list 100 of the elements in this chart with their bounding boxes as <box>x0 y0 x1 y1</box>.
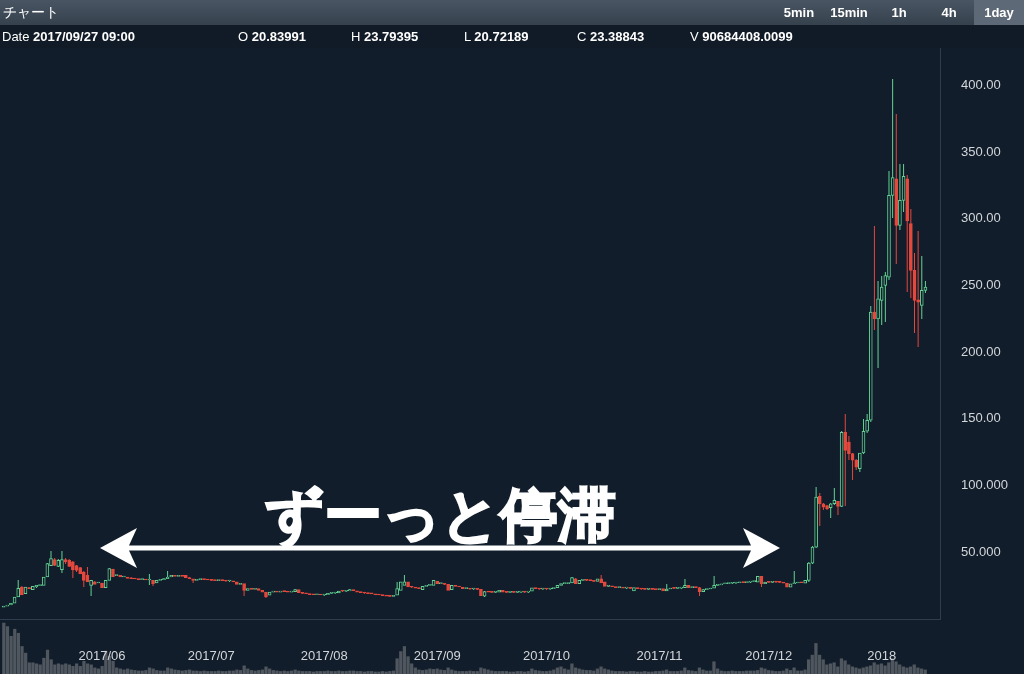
bar <box>613 671 618 674</box>
candlestick <box>544 587 549 590</box>
bar <box>690 670 694 674</box>
candlestick <box>847 435 851 461</box>
bar <box>468 670 472 674</box>
bar <box>806 659 811 674</box>
candlestick <box>858 452 862 473</box>
bar <box>304 671 308 674</box>
y-tick-label: 300.00 <box>961 210 1001 226</box>
y-tick-label: 400.00 <box>961 76 1001 92</box>
y-tick-label: 150.00 <box>961 410 1001 426</box>
bar <box>238 670 242 674</box>
bar <box>318 671 323 674</box>
candlestick <box>519 590 523 593</box>
bar <box>657 671 661 674</box>
bar <box>526 671 530 674</box>
bar <box>220 671 224 674</box>
bar <box>475 671 479 674</box>
bar <box>344 671 348 674</box>
candlestick <box>774 580 778 583</box>
bar <box>85 663 90 674</box>
bar <box>726 671 730 674</box>
bar <box>723 671 727 674</box>
candlestick <box>887 170 891 281</box>
bar <box>253 670 257 674</box>
bar <box>763 668 767 674</box>
bar <box>886 662 891 674</box>
bar <box>777 671 781 674</box>
x-tick-label: 2017/10 <box>523 648 571 664</box>
bar <box>508 671 512 674</box>
candlestick <box>807 561 811 583</box>
bar <box>741 671 745 674</box>
bar <box>737 671 741 674</box>
candlestick <box>836 500 840 516</box>
bar <box>843 660 847 674</box>
bar <box>570 663 574 674</box>
candlestick <box>683 578 687 589</box>
text: C 23.38843 <box>577 29 645 44</box>
candlestick <box>468 587 472 590</box>
candlestick <box>825 504 829 511</box>
bar <box>34 663 39 674</box>
bar <box>402 646 406 674</box>
bar <box>792 667 796 674</box>
candlestick <box>541 587 545 590</box>
bar <box>544 671 548 674</box>
y-tick-label: 350.00 <box>961 143 1001 159</box>
bar <box>366 671 370 674</box>
candlestick <box>304 592 308 595</box>
bar <box>610 670 614 674</box>
bar <box>205 671 210 674</box>
text: Date 2017/09/27 09:00 <box>2 29 136 44</box>
bar <box>766 670 771 674</box>
candlestick <box>508 590 512 593</box>
candlestick <box>355 590 359 593</box>
candlestick <box>89 579 93 597</box>
text: V 90684408.0099 <box>690 29 793 44</box>
bar <box>213 671 217 674</box>
x-tick-label: 2017/08 <box>300 648 348 664</box>
tab-button[interactable]: 1day <box>974 0 1024 25</box>
bar <box>12 628 17 674</box>
candlestick <box>570 576 574 584</box>
text: H 23.79395 <box>351 29 419 44</box>
bar <box>894 661 898 674</box>
bar <box>497 671 501 674</box>
candlestick <box>315 593 319 596</box>
bar <box>380 671 384 674</box>
candlestick <box>227 579 232 582</box>
bar <box>322 671 326 674</box>
x-tick-label: 2018 <box>867 648 897 664</box>
bar <box>471 671 476 674</box>
bar <box>111 660 115 674</box>
chart-title: チャート <box>3 4 59 22</box>
candlestick <box>756 576 760 583</box>
candlestick <box>151 579 155 587</box>
bar <box>617 671 621 674</box>
bar <box>369 671 374 674</box>
y-tick-label: 200.00 <box>961 343 1001 359</box>
bar <box>176 670 181 674</box>
candlestick <box>712 575 716 589</box>
text: 15min <box>829 4 869 22</box>
candlestick <box>785 582 789 588</box>
bar <box>224 671 228 674</box>
text: 1h <box>890 4 908 22</box>
bar <box>504 671 508 674</box>
candlestick <box>530 587 534 592</box>
bar <box>642 671 647 674</box>
bar <box>519 671 523 674</box>
candlestick <box>406 581 410 588</box>
candlestick <box>876 280 880 369</box>
bar <box>821 659 825 674</box>
candlestick <box>621 586 625 589</box>
bar <box>460 671 465 674</box>
bar <box>693 671 698 674</box>
bar <box>832 662 836 674</box>
bar <box>712 661 716 674</box>
candlestick <box>632 587 636 592</box>
candlestick <box>479 589 483 596</box>
bar <box>358 671 363 674</box>
x-tick-label: 2017/06 <box>78 648 126 664</box>
bar <box>839 658 843 674</box>
